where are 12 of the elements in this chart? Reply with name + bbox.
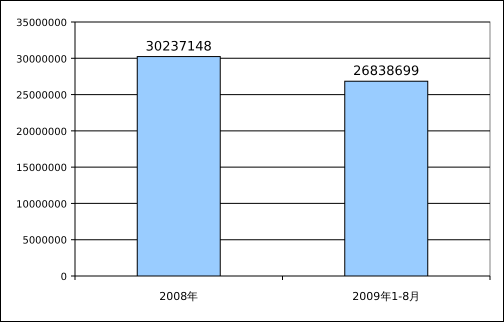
data-label: 26838699 (353, 64, 420, 80)
y-tick-label: 25000000 (16, 90, 67, 102)
y-tick-label: 30000000 (16, 54, 67, 66)
data-label: 30237148 (146, 40, 212, 55)
y-tick-label: 0 (60, 272, 67, 283)
y-tick-label: 15000000 (16, 163, 67, 174)
x-tick-label: 2008年 (159, 290, 198, 303)
y-tick-label: 20000000 (16, 126, 67, 138)
y-tick-label: 10000000 (16, 199, 67, 210)
x-tick-label: 2009年1-8月 (352, 290, 420, 303)
y-tick-label: 5000000 (22, 236, 67, 247)
y-tick-label: 35000000 (16, 18, 67, 29)
